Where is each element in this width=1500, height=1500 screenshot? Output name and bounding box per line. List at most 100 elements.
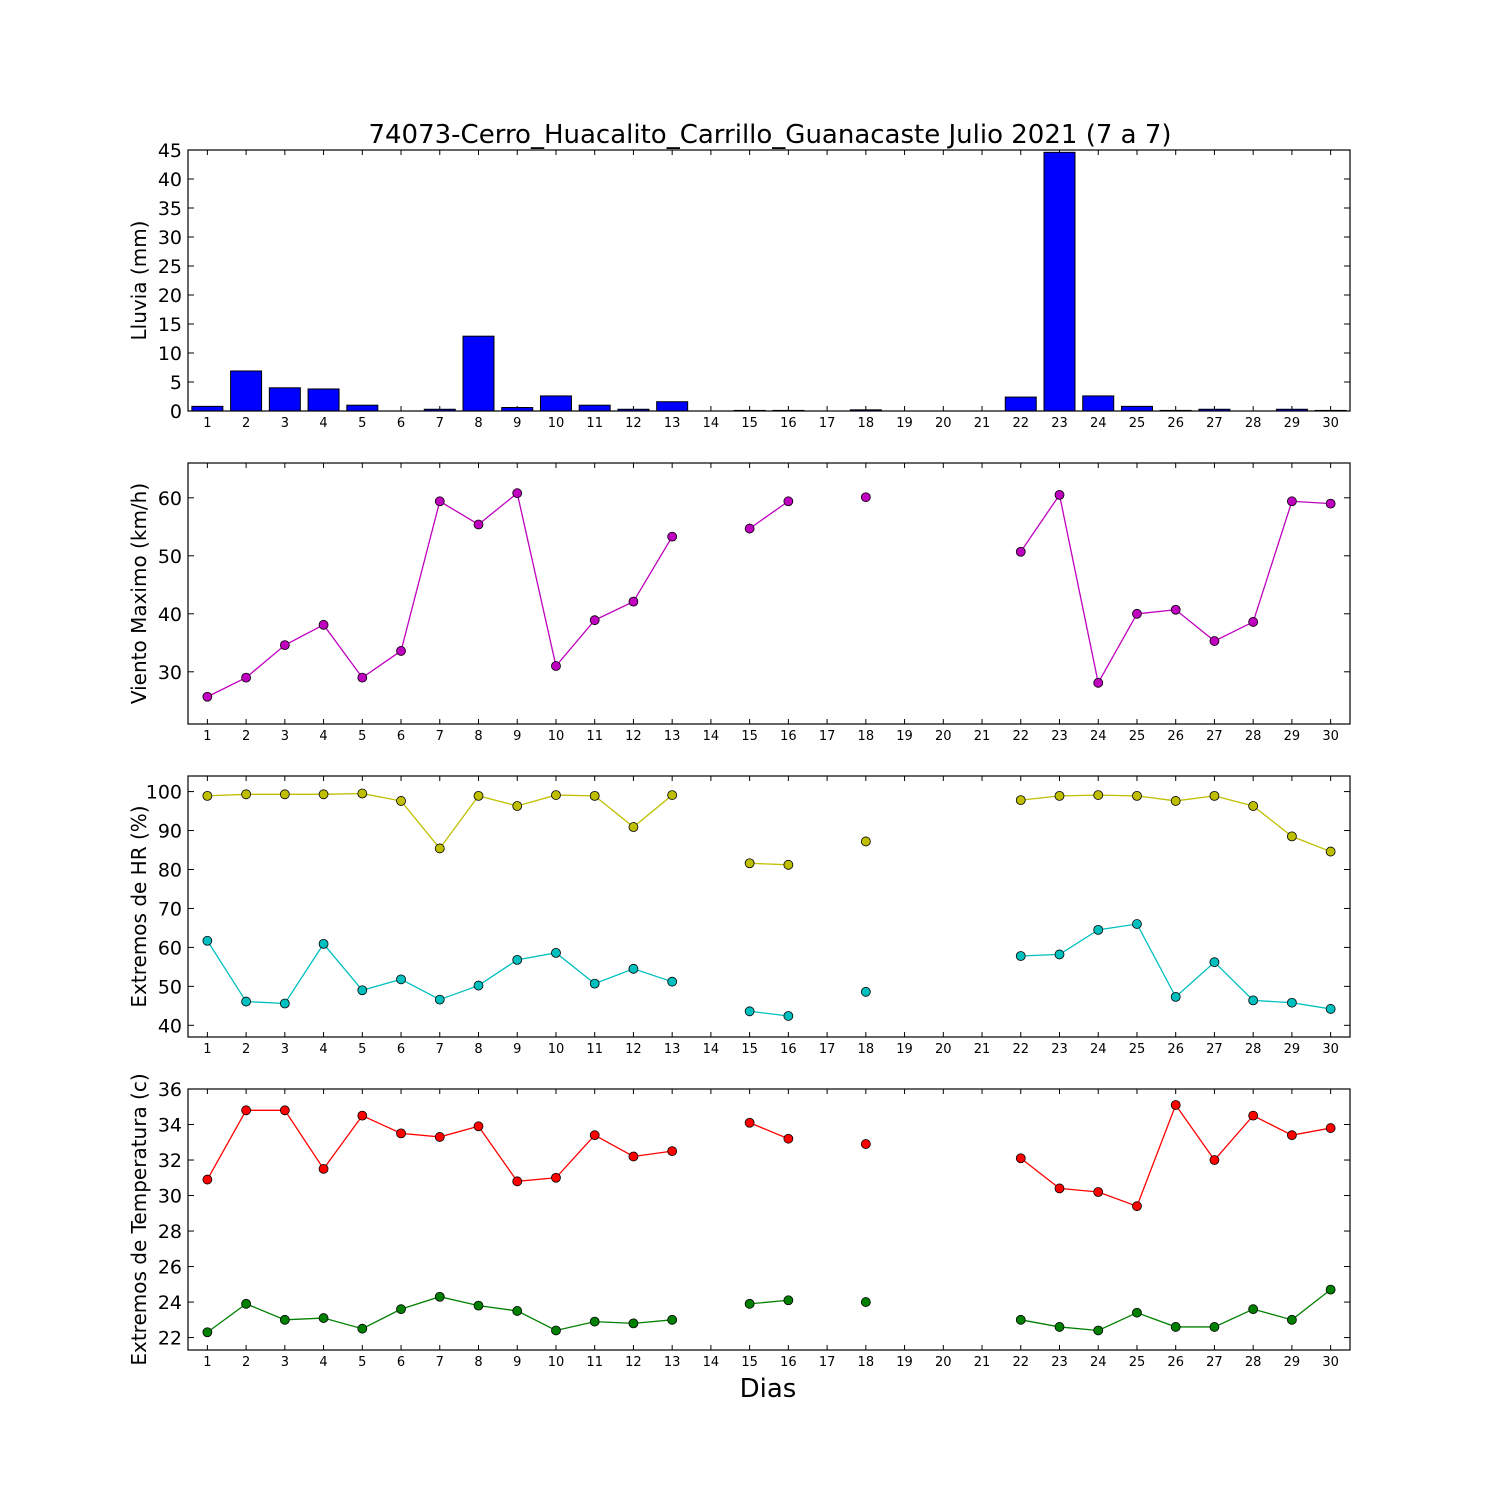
series-1-point-day-2 [241,1105,252,1116]
axes-frame [187,149,1351,412]
series-1-point-day-30 [1325,846,1336,857]
y-tick-label: 50 [158,976,182,998]
x-tick-label: 30 [1322,1355,1339,1370]
series-2-point-day-7 [434,1291,445,1302]
x-tick-label: 13 [664,729,681,744]
x-tick-label: 4 [319,1355,327,1370]
y-tick-label: 60 [158,937,182,959]
x-tick-label: 2 [242,416,250,431]
x-tick-label: 10 [548,729,565,744]
y-tick-label: 90 [158,821,182,843]
series-1-point-day-15 [744,1117,755,1128]
series-2-point-day-29 [1287,997,1297,1008]
x-tick-label: 6 [397,1355,405,1370]
series-2-point-day-12 [628,1318,639,1329]
series-1-point-day-13 [667,531,678,542]
series-1-point-day-27 [1209,790,1220,801]
series-1-line [749,1122,789,1140]
series-2-point-day-5 [357,985,368,996]
x-tick-label: 7 [436,729,444,744]
series-1-point-day-4 [318,1163,329,1174]
x-tick-label: 27 [1206,1042,1223,1057]
series-1-point-day-18 [860,1139,871,1149]
bar-day-10 [539,395,572,412]
series-1-point-day-8 [473,1121,484,1132]
series-2-point-day-23 [1054,1322,1065,1332]
series-1-point-day-9 [512,488,523,499]
y-tick-label: 40 [158,604,182,626]
x-tick-label: 25 [1129,1042,1146,1057]
series-2-point-day-30 [1325,1284,1336,1295]
x-tick-label: 2 [242,1355,250,1370]
series-2-point-day-6 [396,1304,406,1315]
x-tick-label: 5 [358,1042,366,1057]
x-tick-label: 2 [242,1042,250,1057]
series-1-point-day-18 [860,492,871,503]
x-tick-label: 13 [664,1042,681,1057]
y-tick-label: 26 [158,1257,182,1279]
x-tick-label: 15 [741,729,758,744]
x-tick-label: 22 [1012,1355,1029,1370]
x-tick-label: 8 [474,1042,482,1057]
series-1-point-day-2 [241,672,252,683]
x-tick-label: 3 [281,729,289,744]
series-1-point-day-26 [1170,1100,1181,1110]
x-tick-label: 30 [1322,729,1339,744]
x-tick-label: 14 [703,416,720,431]
x-tick-label: 10 [548,1355,565,1370]
x-tick-label: 28 [1245,1355,1262,1370]
x-tick-label: 15 [741,416,758,431]
x-tick-label: 27 [1206,1355,1223,1370]
x-tick-label: 18 [858,416,875,431]
x-tick-label: 30 [1322,1042,1339,1057]
series-1-point-day-10 [551,1172,561,1183]
x-tick-label: 3 [281,416,289,431]
series-1-point-day-8 [473,519,484,530]
series-2-point-day-8 [473,980,484,991]
series-1-point-day-22 [1015,795,1026,806]
series-1-point-day-1 [202,691,213,702]
y-tick-label: 40 [158,1015,182,1037]
series-1-point-day-3 [279,789,290,800]
x-tick-label: 28 [1245,729,1262,744]
series-1-point-day-10 [551,790,561,800]
series-2-point-day-15 [744,1298,755,1309]
x-tick-label: 19 [896,1355,913,1370]
x-tick-label: 9 [513,1355,521,1370]
series-2-point-day-18 [860,1297,871,1307]
x-tick-label: 14 [703,1355,720,1370]
series-2-point-day-2 [241,1298,252,1309]
series-1-point-day-1 [202,1174,213,1185]
series-1-point-day-11 [589,790,600,801]
series-2-point-day-4 [318,938,329,949]
bar-day-23 [1043,151,1076,412]
x-tick-label: 26 [1167,1355,1184,1370]
x-tick-label: 22 [1012,729,1029,744]
series-1-point-day-11 [589,1130,600,1141]
y-tick-label: 70 [158,898,182,920]
x-tick-label: 9 [513,416,521,431]
y-axis-label: Extremos de Temperatura (c) [127,1073,151,1365]
series-1-point-day-25 [1132,608,1142,619]
x-tick-label: 7 [436,1355,444,1370]
series-2-point-day-25 [1132,919,1142,929]
y-tick-label: 0 [170,401,182,423]
x-tick-label: 17 [819,1355,836,1370]
x-tick-label: 14 [703,729,720,744]
series-1-point-day-7 [434,496,445,507]
series-1-point-day-28 [1248,1110,1259,1121]
series-2-point-day-26 [1170,991,1181,1002]
x-tick-label: 21 [974,1355,991,1370]
series-1-point-day-10 [551,661,561,671]
x-tick-label: 23 [1051,1042,1068,1057]
series-2-point-day-3 [279,998,290,1009]
x-tick-label: 5 [358,729,366,744]
x-tick-label: 1 [203,1042,211,1057]
y-tick-label: 45 [158,140,182,162]
series-1-point-day-25 [1132,790,1142,801]
y-tick-label: 25 [158,256,182,278]
x-tick-label: 28 [1245,1042,1262,1057]
x-tick-label: 20 [935,1042,952,1057]
series-2-point-day-29 [1287,1314,1297,1325]
